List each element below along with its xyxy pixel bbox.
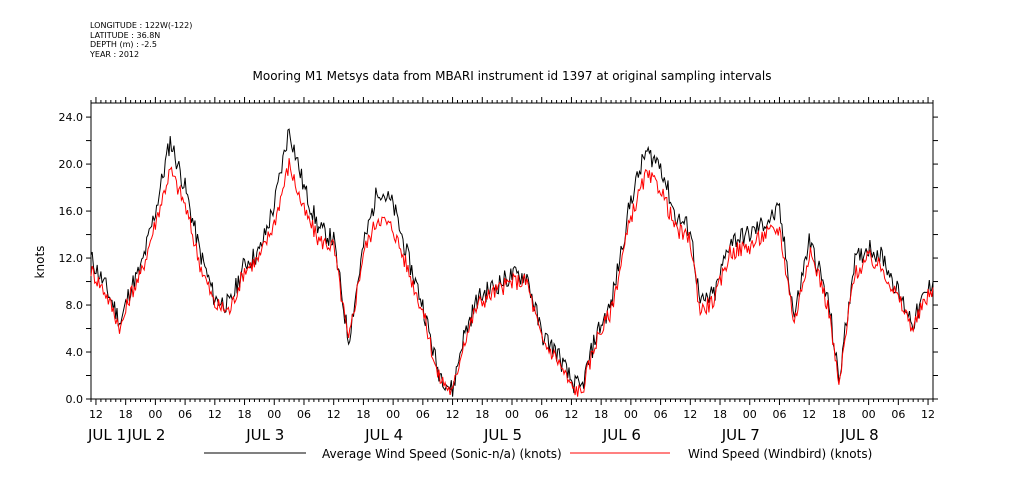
x-tick-label: 12 [564,408,578,421]
x-tick-label: 18 [594,408,608,421]
x-tick-label: 06 [178,408,192,421]
day-label: JUL 2 [126,426,165,444]
x-tick-label: 06 [772,408,786,421]
series-line-windbird [90,158,934,397]
x-tick-label: 18 [713,408,727,421]
plot-frame [90,102,934,400]
legend-label-windbird: Wind Speed (Windbird) (knots) [688,447,872,461]
legend: Average Wind Speed (Sonic-n/a) (knots) W… [204,447,872,461]
y-tick-label: 8.0 [66,299,84,312]
axis-ticks [86,97,938,405]
x-tick-label: 00 [862,408,876,421]
x-tick-label: 12 [327,408,341,421]
day-label: JUL 3 [245,426,284,444]
x-tick-label: 06 [535,408,549,421]
x-tick-label: 00 [743,408,757,421]
x-tick-label: 06 [416,408,430,421]
x-tick-label: 12 [208,408,222,421]
x-tick-label: 06 [654,408,668,421]
x-tick-label: 18 [119,408,133,421]
longitude-label: LONGITUDE : 122W(-122) [90,21,193,30]
legend-label-sonic: Average Wind Speed (Sonic-n/a) (knots) [322,447,562,461]
y-tick-label: 20.0 [59,158,84,171]
y-axis-label: knots [33,246,47,279]
x-tick-label: 06 [297,408,311,421]
x-tick-label: 18 [832,408,846,421]
year-label: YEAR : 2012 [90,49,140,59]
x-tick-label: 12 [683,408,697,421]
x-tick-label: 12 [802,408,816,421]
x-tick-label: 12 [446,408,460,421]
x-tick-label: 06 [891,408,905,421]
y-tick-label: 4.0 [66,346,84,359]
x-tick-label: 12 [89,408,103,421]
depth-label: DEPTH (m) : -2.5 [90,40,157,49]
x-tick-label: 18 [356,408,370,421]
day-label: JUL 1 [87,426,126,444]
chart-title: Mooring M1 Metsys data from MBARI instru… [253,69,772,83]
day-label: JUL 5 [483,426,522,444]
y-tick-label: 16.0 [59,205,84,218]
latitude-label: LATITUDE : 36.8N [90,30,161,40]
x-tick-label: 00 [148,408,162,421]
station-metadata: LONGITUDE : 122W(-122) LATITUDE : 36.8N … [90,21,192,59]
x-tick-label: 12 [921,408,935,421]
y-tick-labels: 0.0 4.0 8.0 12.0 16.0 20.0 24.0 [59,111,84,406]
x-tick-labels: 12 18 00 06 12 18 00 06 12 18 00 06 12 18 00 06 12 18 00 06… [89,408,935,421]
x-tick-label: 18 [238,408,252,421]
y-tick-label: 12.0 [59,252,84,265]
y-tick-label: 24.0 [59,111,84,124]
x-tick-label: 00 [267,408,281,421]
y-tick-label: 0.0 [66,393,84,406]
x-tick-label: 18 [475,408,489,421]
day-labels: JUL 1 JUL 2 JUL 3 JUL 4 JUL 5 JUL 6 JUL 7 JUL 8 [87,426,879,444]
x-tick-label: 00 [386,408,400,421]
day-label: JUL 6 [602,426,641,444]
day-label: JUL 8 [840,426,879,444]
day-label: JUL 4 [364,426,403,444]
day-label: JUL 7 [721,426,760,444]
x-tick-label: 00 [505,408,519,421]
x-tick-label: 00 [624,408,638,421]
series-lines [90,128,934,397]
series-line-sonic [90,128,934,397]
